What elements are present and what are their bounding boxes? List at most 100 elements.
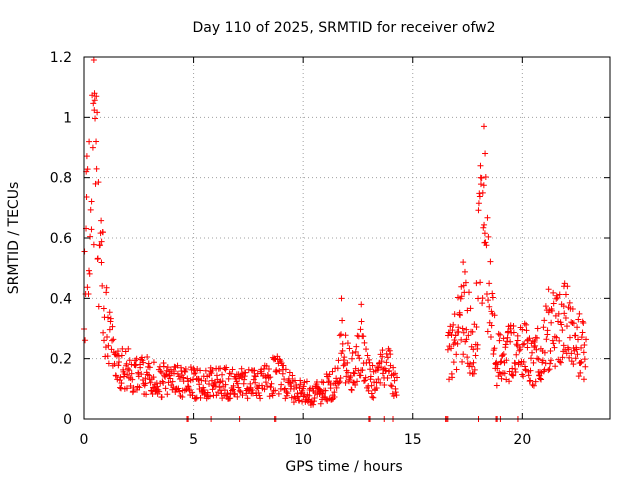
data-point <box>95 179 102 186</box>
data-point <box>339 340 346 347</box>
data-point <box>561 310 568 317</box>
data-point <box>578 344 585 351</box>
data-point <box>100 305 107 312</box>
grid <box>84 57 610 419</box>
data-point <box>449 327 456 334</box>
data-point <box>91 97 98 104</box>
data-point <box>460 351 467 358</box>
data-point <box>137 364 144 371</box>
data-point <box>534 355 541 362</box>
data-point <box>165 379 172 386</box>
data-point <box>135 369 142 376</box>
data-point <box>353 343 360 350</box>
data-point <box>556 337 563 344</box>
data-point <box>487 334 494 341</box>
data-point <box>458 283 465 290</box>
data-point <box>360 377 367 384</box>
data-point <box>454 294 461 301</box>
data-point <box>390 392 397 399</box>
data-point <box>504 338 511 345</box>
data-point <box>91 90 98 97</box>
data-point <box>566 299 573 306</box>
data-point <box>208 370 215 377</box>
data-point <box>85 291 92 298</box>
data-point <box>497 331 504 338</box>
data-point <box>300 383 307 390</box>
data-point <box>317 400 324 407</box>
data-point <box>581 356 588 363</box>
data-point <box>202 367 209 374</box>
data-point <box>477 279 484 286</box>
data-point <box>479 300 486 307</box>
data-point <box>158 393 165 400</box>
data-point <box>498 358 505 365</box>
data-point <box>517 346 524 353</box>
data-point <box>159 378 166 385</box>
data-point <box>391 377 398 384</box>
data-point <box>392 370 399 377</box>
data-point <box>86 270 93 277</box>
data-point <box>84 284 91 291</box>
data-point <box>563 323 570 330</box>
data-point <box>290 399 297 406</box>
data-point <box>365 387 372 394</box>
data-point <box>547 360 554 367</box>
data-point <box>264 383 271 390</box>
data-point <box>504 334 511 341</box>
data-point <box>109 337 116 344</box>
data-point <box>340 362 347 369</box>
data-point <box>209 386 216 393</box>
data-point <box>543 336 550 343</box>
data-point <box>460 282 467 289</box>
data-point <box>537 375 544 382</box>
data-point <box>88 198 95 205</box>
data-point <box>369 362 376 369</box>
data-point <box>578 334 585 341</box>
data-point <box>444 346 451 353</box>
data-point <box>94 255 101 262</box>
data-point <box>346 345 353 352</box>
data-point <box>276 367 283 374</box>
data-point <box>145 360 152 367</box>
data-point <box>474 341 481 348</box>
data-point <box>288 394 295 401</box>
data-point <box>355 352 362 359</box>
data-point <box>278 381 285 388</box>
data-point <box>123 360 130 367</box>
data-point <box>115 362 122 369</box>
data-point <box>574 351 581 358</box>
data-point <box>510 372 517 379</box>
data-point <box>119 345 126 352</box>
data-point <box>209 366 216 373</box>
data-point <box>448 331 455 338</box>
data-point <box>477 162 484 169</box>
data-point <box>470 346 477 353</box>
data-point <box>256 392 263 399</box>
data-point <box>202 378 209 385</box>
data-point <box>192 395 199 402</box>
data-point <box>207 393 214 400</box>
data-point <box>226 370 233 377</box>
data-point <box>150 374 157 381</box>
data-point <box>488 322 495 329</box>
data-point <box>81 248 88 255</box>
data-point <box>383 359 390 366</box>
data-point <box>482 150 489 157</box>
data-point <box>555 310 562 317</box>
data-point <box>550 300 557 307</box>
data-point <box>481 230 488 237</box>
data-point <box>126 357 133 364</box>
data-point <box>109 323 116 330</box>
data-point <box>357 326 364 333</box>
data-point <box>160 379 167 386</box>
data-point <box>89 144 96 151</box>
y-tick-label: 1 <box>63 110 72 126</box>
data-point <box>337 375 344 382</box>
data-point <box>459 325 466 332</box>
data-point <box>98 259 105 266</box>
data-point <box>582 363 589 370</box>
data-point <box>104 353 111 360</box>
data-point <box>339 317 346 324</box>
data-point <box>98 238 105 245</box>
data-point <box>489 290 496 297</box>
